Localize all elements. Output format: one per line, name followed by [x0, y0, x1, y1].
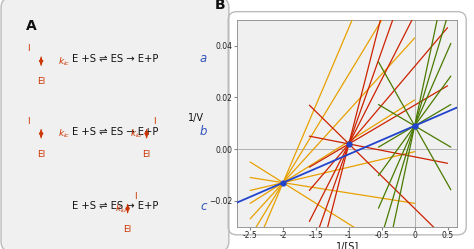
Text: E +S ⇌ ES → E+P: E +S ⇌ ES → E+P: [72, 126, 158, 136]
Text: EI: EI: [37, 150, 45, 159]
Text: E +S ⇌ ES → E+P: E +S ⇌ ES → E+P: [72, 201, 158, 211]
Y-axis label: 1/V: 1/V: [188, 113, 204, 123]
Text: EI: EI: [143, 150, 151, 159]
Text: $k_{iu}$: $k_{iu}$: [115, 202, 128, 215]
Text: E +S ⇌ ES → E+P: E +S ⇌ ES → E+P: [72, 54, 158, 64]
Text: $k_{ic}$: $k_{ic}$: [58, 55, 70, 67]
X-axis label: 1/[S]: 1/[S]: [336, 241, 359, 249]
Text: A: A: [27, 19, 37, 33]
Text: B: B: [215, 0, 226, 12]
Text: $k_{ic}$: $k_{ic}$: [58, 127, 70, 140]
Text: $k_{iu}$: $k_{iu}$: [130, 127, 142, 140]
Text: I: I: [27, 44, 30, 53]
Text: c: c: [201, 200, 207, 213]
Text: I: I: [153, 117, 155, 126]
Text: I: I: [27, 117, 30, 126]
Text: EI: EI: [37, 77, 45, 86]
Text: a: a: [200, 53, 207, 65]
Text: EI: EI: [123, 225, 132, 234]
Text: b: b: [200, 125, 207, 138]
FancyBboxPatch shape: [1, 0, 229, 249]
Text: I: I: [134, 191, 137, 201]
